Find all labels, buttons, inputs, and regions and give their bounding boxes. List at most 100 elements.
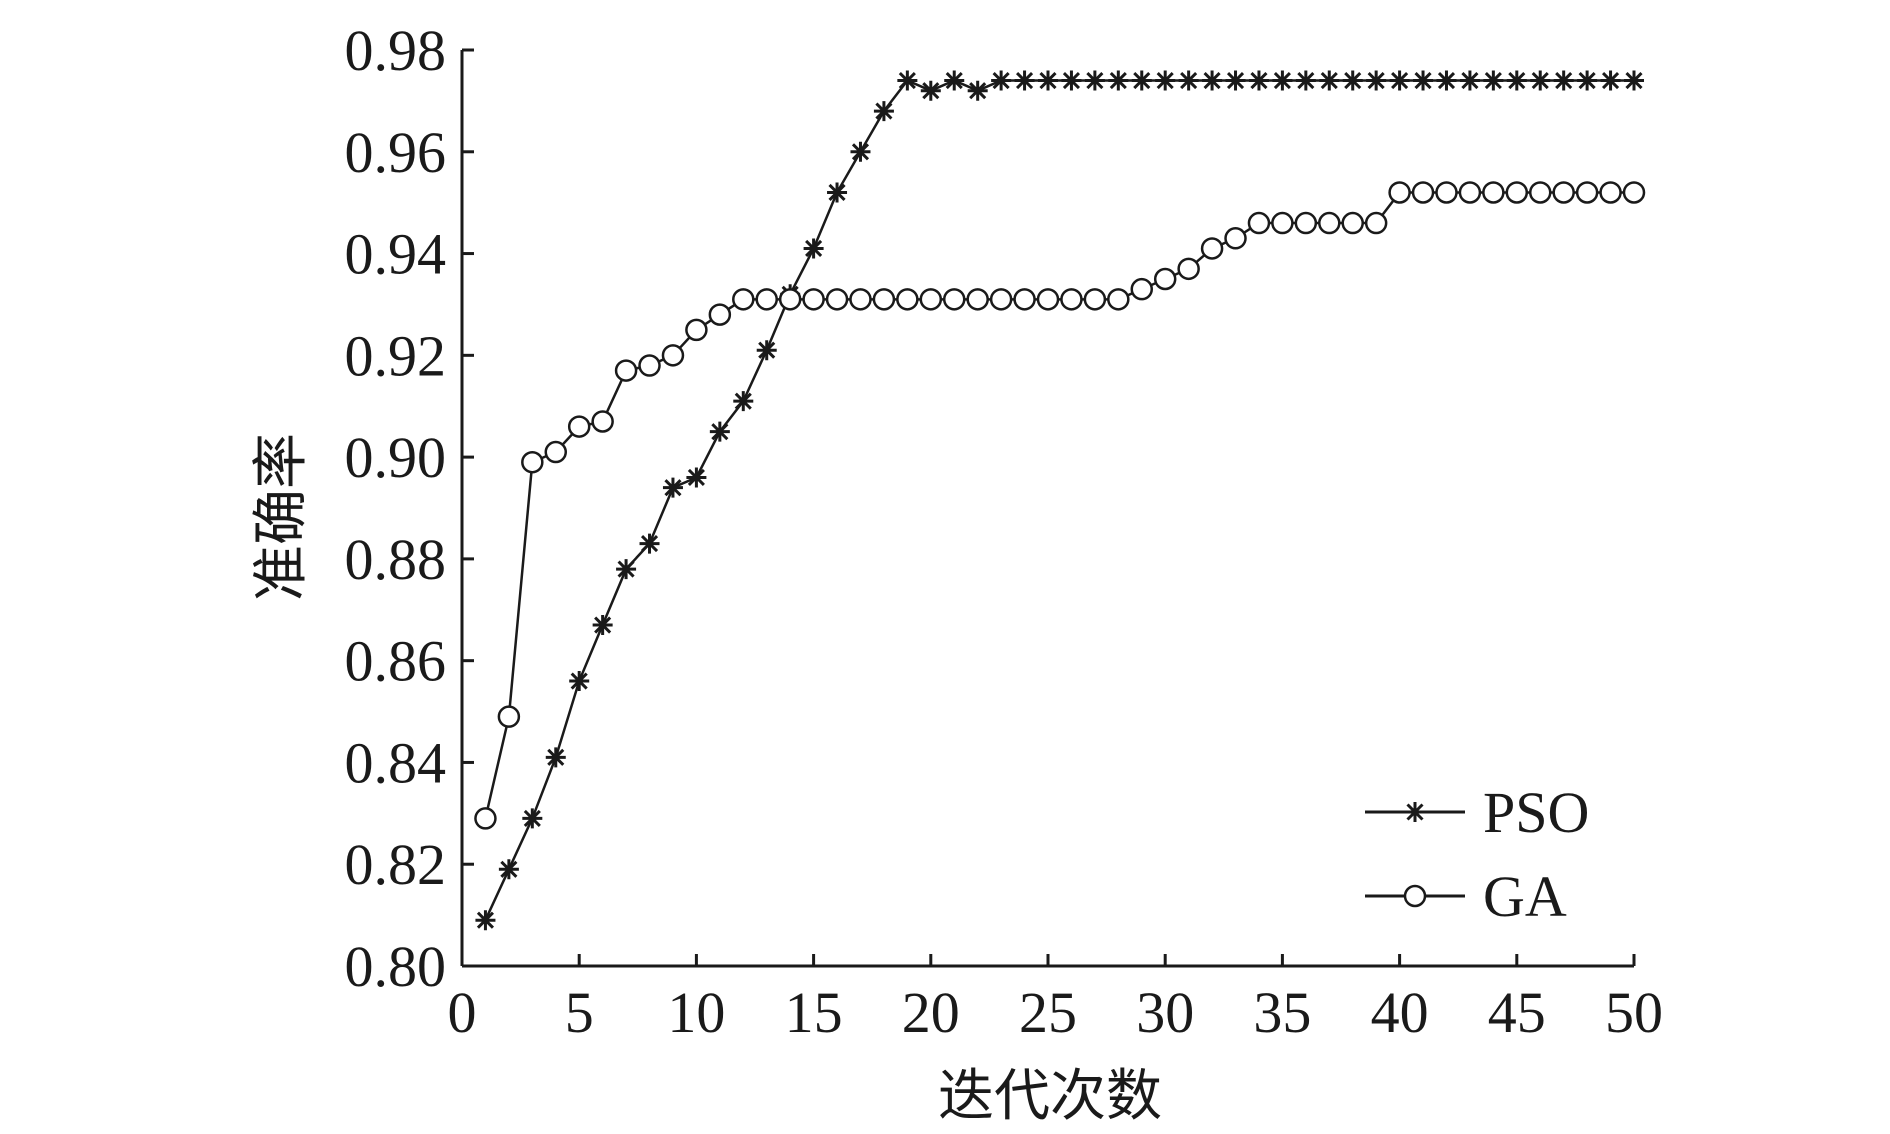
data-point-ga	[567, 415, 591, 438]
data-point-pso	[1577, 70, 1598, 91]
y-tick-label: 0.82	[345, 832, 447, 897]
data-point-ga	[1411, 181, 1435, 204]
data-point-ga	[1060, 288, 1083, 311]
y-tick-label: 0.84	[345, 730, 447, 795]
data-point-pso	[1155, 70, 1176, 91]
y-tick-label: 0.94	[345, 222, 447, 287]
data-point-pso	[1202, 70, 1223, 91]
x-tick-label: 20	[902, 980, 960, 1045]
data-point-pso	[1483, 70, 1504, 91]
data-point-pso	[1225, 70, 1246, 91]
data-point-ga	[1036, 288, 1060, 311]
series-line-ga	[484, 191, 1634, 819]
data-point-pso	[686, 467, 707, 488]
data-point-ga	[1528, 181, 1552, 204]
data-point-pso	[756, 340, 777, 361]
data-point-ga	[591, 410, 614, 433]
data-point-ga	[942, 288, 966, 311]
data-point-pso	[1131, 70, 1152, 91]
data-point-ga	[685, 318, 708, 342]
y-tick-label: 0.80	[345, 934, 447, 999]
data-point-ga	[708, 303, 732, 326]
data-point-pso	[1553, 70, 1574, 91]
data-point-ga	[1271, 211, 1294, 235]
data-point-ga	[1224, 227, 1247, 250]
data-point-pso	[1459, 70, 1480, 91]
data-point-ga	[1200, 237, 1224, 260]
axes	[460, 50, 1634, 968]
data-point-pso	[897, 70, 918, 91]
x-tick-label: 0	[448, 980, 477, 1045]
data-point-pso	[803, 238, 824, 259]
series	[474, 70, 1646, 931]
data-point-ga	[1013, 288, 1036, 311]
data-point-pso	[967, 80, 988, 101]
data-point-pso	[1530, 70, 1551, 91]
legend-entry-ga: GA	[1365, 864, 1567, 929]
data-point-pso	[592, 615, 613, 636]
data-point-ga	[1482, 181, 1505, 204]
data-point-pso	[662, 477, 683, 498]
legend-entry-pso: PSO	[1365, 780, 1589, 845]
data-point-ga	[521, 450, 544, 474]
data-point-ga	[1107, 288, 1130, 311]
data-point-pso	[873, 101, 894, 122]
x-tick-label: 5	[565, 980, 594, 1045]
data-point-ga	[755, 288, 778, 311]
y-tick-label: 0.86	[345, 629, 447, 694]
data-point-ga	[1458, 181, 1482, 204]
data-point-ga	[1505, 181, 1529, 204]
data-point-pso	[850, 141, 871, 162]
data-point-pso	[1342, 70, 1363, 91]
data-point-pso	[733, 391, 754, 412]
data-point-pso	[1061, 70, 1082, 91]
data-point-ga	[802, 288, 825, 311]
y-tick-label: 0.96	[345, 120, 447, 185]
data-point-ga	[919, 288, 943, 311]
data-point-pso	[1178, 70, 1199, 91]
data-point-pso	[616, 559, 637, 580]
data-point-ga	[1599, 181, 1622, 204]
data-point-pso	[1014, 70, 1035, 91]
x-tick-label: 35	[1253, 980, 1311, 1045]
data-point-pso	[1272, 70, 1293, 91]
data-point-ga	[544, 440, 568, 464]
x-tick-label: 30	[1136, 980, 1194, 1045]
data-point-pso	[522, 808, 543, 829]
data-point-ga	[966, 288, 989, 311]
data-point-pso	[991, 70, 1012, 91]
data-point-ga	[1341, 211, 1364, 235]
data-point-pso	[1108, 70, 1129, 91]
data-point-ga	[1364, 211, 1388, 235]
data-point-pso	[1248, 70, 1269, 91]
y-tick-label: 0.88	[345, 527, 447, 592]
data-point-pso	[920, 80, 941, 101]
data-point-ga	[1575, 181, 1599, 204]
data-point-ga	[1153, 267, 1177, 291]
data-point-ga	[872, 288, 896, 311]
data-point-pso	[1600, 70, 1621, 91]
legend: PSO GA	[1365, 780, 1589, 929]
legend-label-ga: GA	[1483, 864, 1567, 929]
y-tick-label: 0.92	[345, 323, 447, 388]
data-point-ga	[1435, 181, 1458, 204]
data-point-ga	[1388, 181, 1411, 204]
x-tick-label: 40	[1371, 980, 1429, 1045]
series-line-pso	[484, 78, 1634, 921]
series-pso	[475, 70, 1644, 931]
data-point-ga	[1318, 211, 1341, 235]
ticks: 0 5 10 15 20 25 30 35 40 45 50 0.80 0.82 0.84 0.86 0.88…	[345, 18, 1664, 1045]
data-point-ga	[825, 288, 849, 311]
data-point-ga	[614, 359, 638, 382]
data-point-ga	[896, 288, 919, 311]
data-point-ga	[1622, 181, 1646, 204]
data-point-ga	[1177, 257, 1200, 281]
data-point-pso	[639, 533, 660, 554]
x-tick-label: 45	[1488, 980, 1546, 1045]
data-point-pso	[475, 910, 496, 931]
data-point-pso	[1413, 70, 1434, 91]
y-axis-title: 准确率	[249, 433, 314, 601]
data-point-ga	[474, 807, 497, 830]
data-point-ga	[1130, 277, 1154, 301]
